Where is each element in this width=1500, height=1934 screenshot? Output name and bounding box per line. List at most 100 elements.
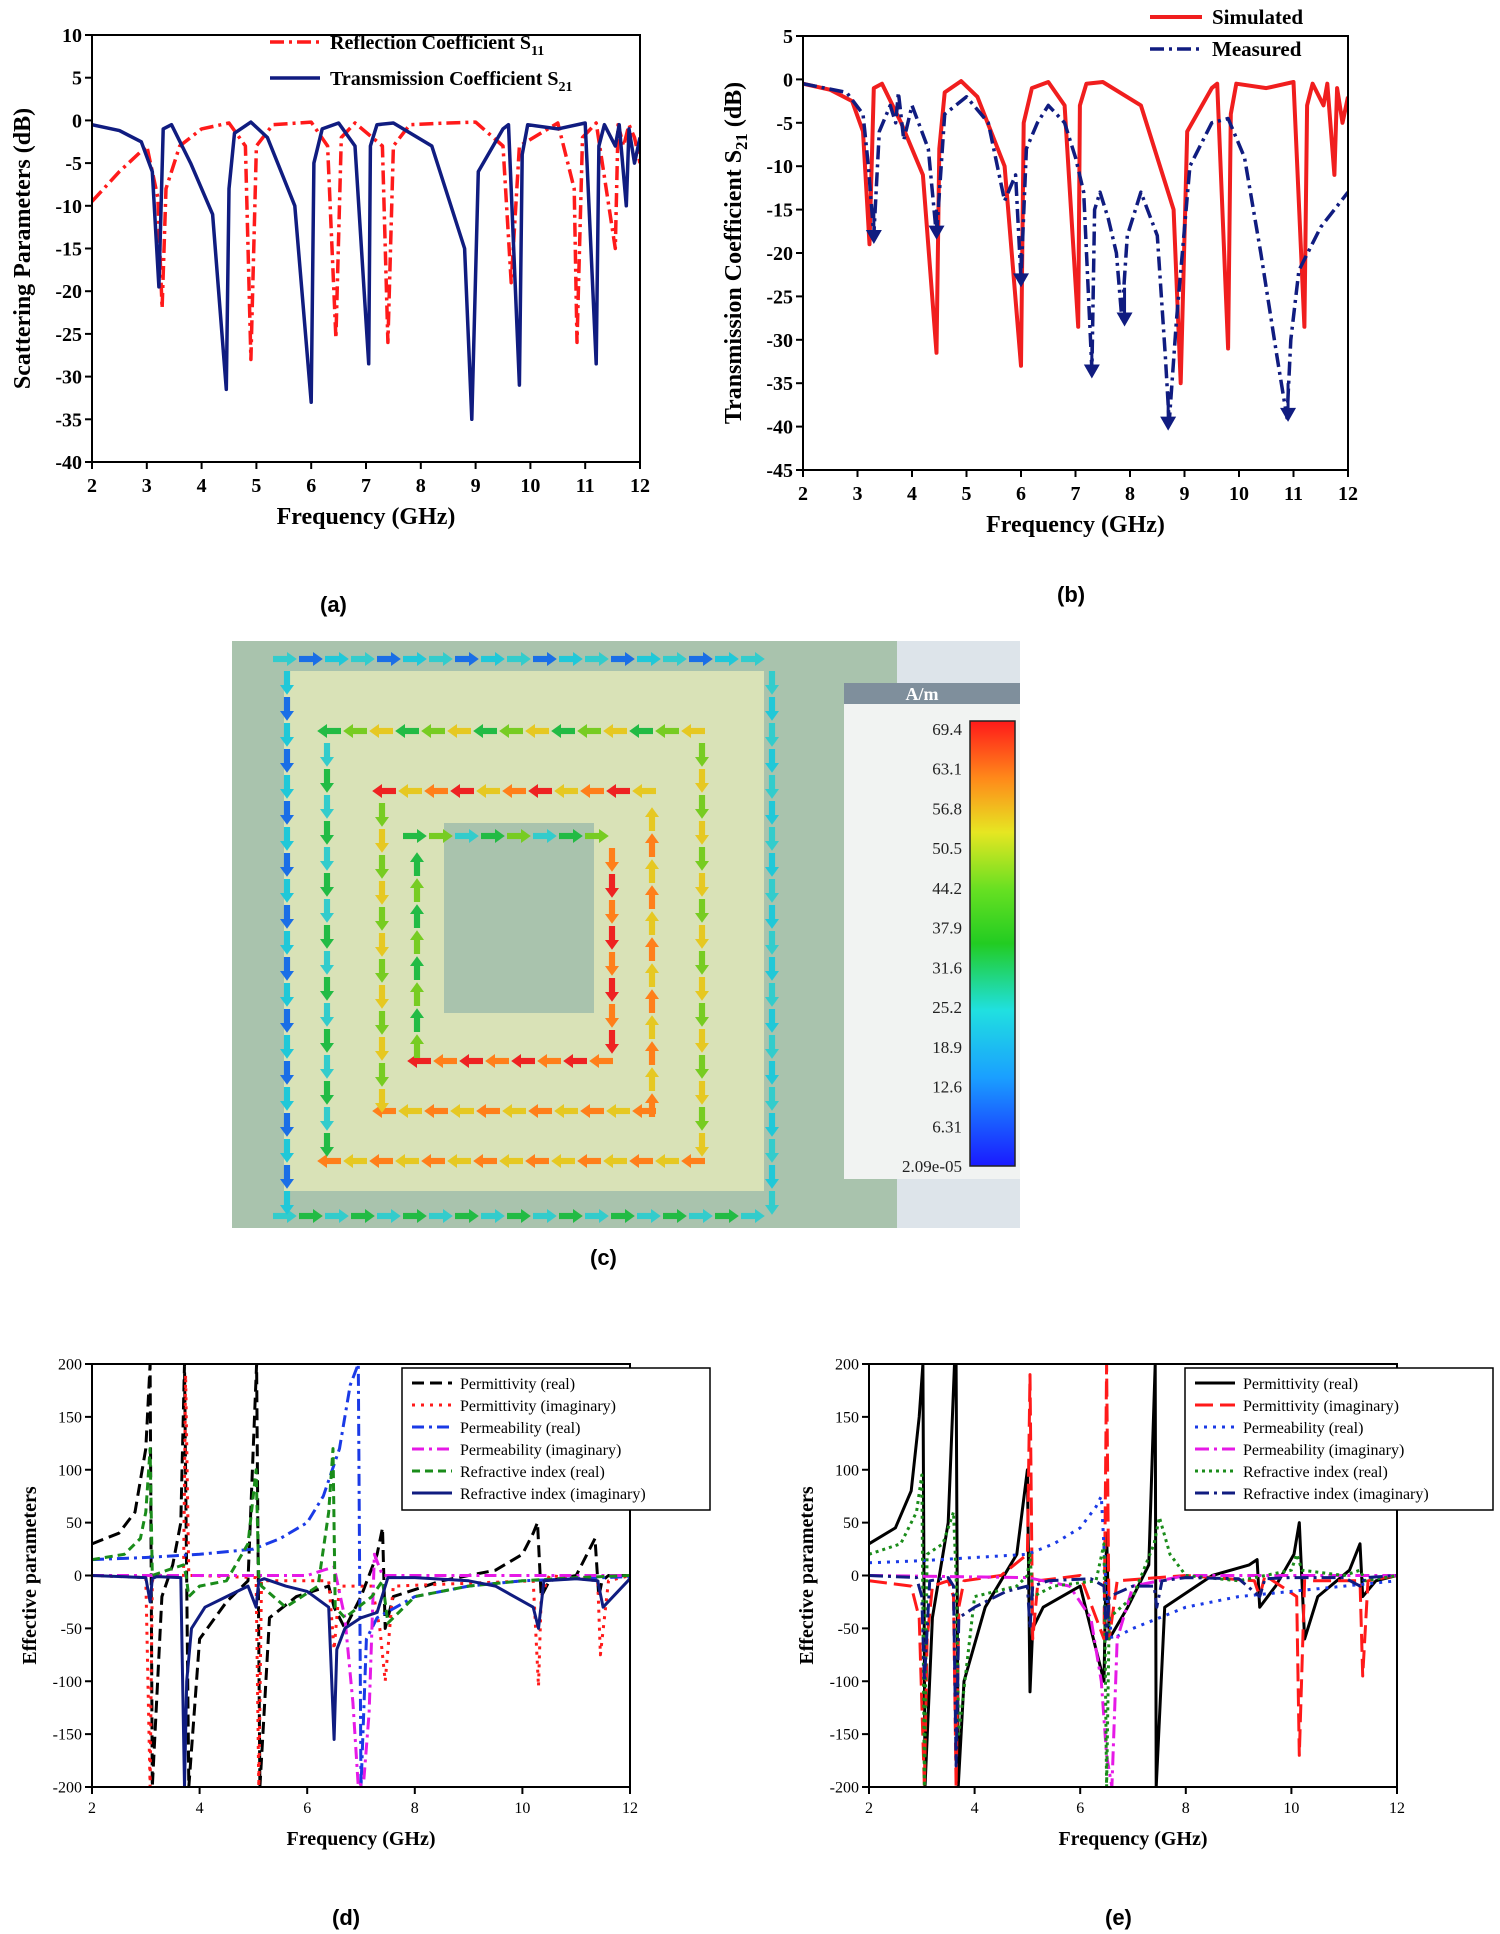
colorbar-tick-label: 18.9 [932,1038,962,1057]
legend-label-b-1: Measured [1212,37,1302,61]
current-arrow-216 [410,1008,424,1032]
current-arrow-198 [533,829,557,843]
current-arrow-39 [765,671,779,695]
current-arrow-93 [473,1154,497,1168]
current-arrow-29 [637,1209,661,1223]
current-arrow-46 [280,775,294,799]
current-arrow-71 [765,1087,779,1111]
y-tick-label: -100 [830,1674,859,1691]
current-arrow-15 [455,1209,479,1223]
y-tick-label: -35 [55,409,82,431]
current-arrow-112 [320,769,334,793]
current-arrow-2 [299,652,323,666]
current-arrow-23 [559,1209,583,1223]
y-tick-label: -50 [61,1621,82,1638]
y-tick-label: -40 [766,417,793,439]
current-arrow-65 [765,1009,779,1033]
x-tick-label: 6 [303,1800,311,1817]
panel-label-d: (d) [332,1905,361,1930]
y-tick-label: -150 [53,1727,82,1744]
current-arrow-153 [502,1104,526,1118]
arrow-marker-6 [1280,383,1297,422]
legend-label-d-5: Refractive index (imaginary) [460,1486,646,1503]
y-tick-label: 50 [66,1515,82,1532]
current-arrow-22 [559,652,583,666]
current-arrow-34 [715,652,739,666]
current-arrow-199 [537,1054,561,1068]
current-arrow-100 [577,724,601,738]
x-tick-label: 9 [471,475,481,497]
current-arrow-99 [551,1154,575,1168]
current-arrow-137 [695,1081,709,1105]
y-tick-label: -30 [766,330,793,352]
current-arrow-170 [375,881,389,905]
current-arrow-152 [502,784,526,798]
colorbar-tick-label: 6.31 [932,1117,962,1136]
y-axis-label: Transmission Coefficient S21 (dB) [721,82,751,424]
current-arrow-40 [280,697,294,721]
x-tick-label: 12 [1389,1800,1405,1817]
current-arrow-196 [507,829,531,843]
current-arrow-85 [369,1154,393,1168]
current-arrow-86 [395,724,419,738]
current-arrow-181 [645,1015,659,1039]
x-tick-label: 12 [1338,483,1358,505]
current-arrow-55 [765,879,779,903]
current-arrow-37 [741,1209,765,1223]
x-tick-label: 7 [1071,483,1081,505]
current-arrow-168 [375,855,389,879]
colorbar-tick-label: 63.1 [932,760,962,779]
y-axis-label: Effective parameters [796,1486,818,1664]
y-tick-label: -25 [766,286,793,308]
arrow-marker-0 [865,209,882,244]
current-arrow-67 [765,1035,779,1059]
chart-d: 2 4 6 8 10 12 200 150 100 50 0 -50 -100 -150 -200 Frequ… [19,1357,711,1850]
current-arrow-184 [375,1063,389,1087]
current-arrow-12 [429,652,453,666]
current-arrow-9 [377,1209,401,1223]
current-arrow-111 [695,743,709,767]
current-arrow-47 [765,775,779,799]
x-tick-label: 11 [576,475,595,497]
current-arrow-208 [410,904,424,928]
colorbar-tick-label: 56.8 [932,799,962,818]
current-arrow-7 [351,1209,375,1223]
current-arrow-81 [317,1154,341,1168]
y-tick-label: 200 [58,1357,82,1374]
current-arrow-45 [765,749,779,773]
x-tick-label: 12 [630,475,650,497]
current-arrow-209 [605,900,619,924]
y-tick-label: -200 [830,1780,859,1797]
y-tick-label: 0 [851,1568,859,1585]
current-arrow-194 [481,829,505,843]
y-tick-label: -20 [766,243,793,265]
series-line-b-1 [803,81,1348,425]
current-arrow-1 [273,1209,297,1223]
current-arrow-101 [577,1154,601,1168]
colorbar-scale [969,720,1016,1167]
x-axis-label: Frequency (GHz) [286,1828,435,1850]
y-axis-label: Scattering Parameters (dB) [10,108,36,389]
current-arrow-8 [377,652,401,666]
current-arrow-82 [343,724,367,738]
current-arrow-132 [320,1029,334,1053]
current-arrow-16 [481,652,505,666]
series-line-a-1 [92,120,640,422]
field-map-figure: A/m 69.4 63.1 56.8 50.5 44.2 37.9 31.6 25.2 18.9 1… [232,641,1020,1228]
current-arrow-188 [403,829,427,843]
current-arrow-217 [605,1004,619,1028]
chart-e: 2 4 6 8 10 12 200 150 100 50 0 -50 -100 -150 -200 Frequ… [796,1357,1494,1850]
y-tick-label: -150 [830,1727,859,1744]
x-tick-label: 8 [1182,1800,1190,1817]
series-line-e-1 [869,1364,1397,1787]
current-arrow-33 [689,1209,713,1223]
y-tick-label: 0 [783,69,793,91]
current-arrow-98 [551,724,575,738]
current-arrow-164 [375,803,389,827]
current-arrow-213 [605,952,619,976]
current-arrow-21 [533,1209,557,1223]
current-arrow-84 [369,724,393,738]
x-tick-label: 4 [971,1800,979,1817]
series-line-d-3 [92,1552,630,1787]
current-arrow-120 [320,873,334,897]
